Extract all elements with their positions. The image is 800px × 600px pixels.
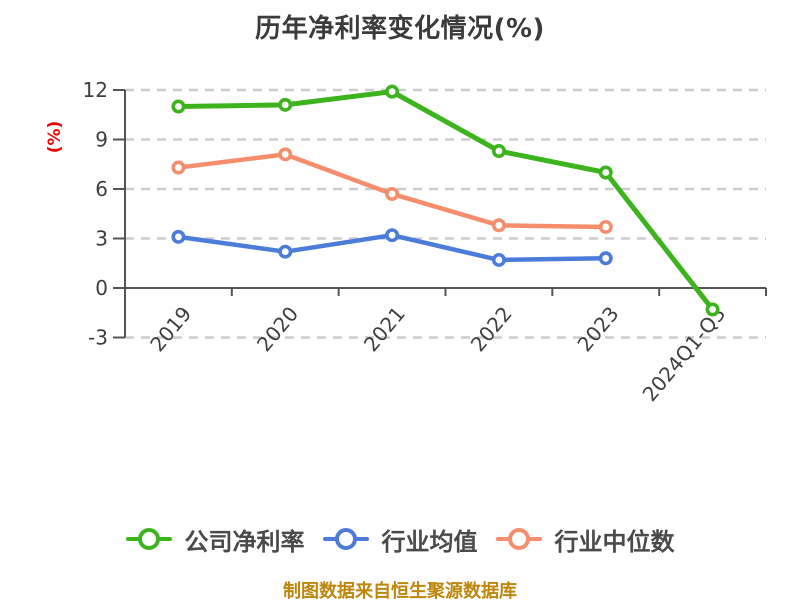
series-line-company-net-margin <box>175 89 716 312</box>
y-tick-label: 0 <box>95 276 108 300</box>
circle-marker-icon <box>334 528 357 550</box>
data-point-marker-industry-median <box>171 160 186 175</box>
data-point-marker-company-net-margin <box>385 84 400 99</box>
data-point-marker-industry-average <box>171 229 186 244</box>
y-axis-unit-label: (%) <box>45 121 65 154</box>
data-point-marker-company-net-margin <box>491 144 506 159</box>
legend-label-industry-average: 行业均值 <box>381 527 478 556</box>
data-point-marker-industry-average <box>598 251 613 266</box>
legend: 公司净利率 行业均值 行业中位数 <box>0 521 800 557</box>
circle-marker-icon <box>507 528 530 550</box>
x-tick-label: 2023 <box>572 302 623 356</box>
data-point-marker-industry-median <box>385 186 400 201</box>
legend-marker-industry-median-icon <box>495 528 542 550</box>
legend-item-industry-median: 行业中位数 <box>495 522 675 557</box>
data-point-marker-industry-median <box>491 218 506 233</box>
data-point-marker-company-net-margin <box>171 99 186 114</box>
x-tick-label: 2022 <box>466 302 517 356</box>
legend-marker-company-icon <box>125 528 172 550</box>
circle-marker-icon <box>137 528 160 550</box>
x-tick-label: 2021 <box>359 302 410 356</box>
y-tick-label: 6 <box>95 177 108 201</box>
legend-item-company-net-margin: 公司净利率 <box>125 522 305 557</box>
y-tick-label: -3 <box>88 326 108 350</box>
x-tick-label: 2019 <box>145 302 196 356</box>
x-tick-label: 2020 <box>252 302 303 356</box>
data-source-note: 制图数据来自恒生聚源数据库 <box>283 581 517 600</box>
legend-label-company: 公司净利率 <box>184 527 305 556</box>
data-point-marker-industry-average <box>491 252 506 267</box>
data-point-marker-industry-average <box>278 244 293 259</box>
chart-title: 历年净利率变化情况(%) <box>255 14 545 44</box>
data-point-marker-industry-median <box>598 219 613 234</box>
y-tick-label: 9 <box>95 128 108 152</box>
data-point-marker-company-net-margin <box>278 97 293 112</box>
legend-label-industry-median: 行业中位数 <box>554 527 675 556</box>
data-point-marker-industry-median <box>278 147 293 162</box>
x-tick-label: 2024Q1-Q3 <box>638 302 731 406</box>
legend-marker-industry-average-icon <box>322 528 369 550</box>
data-point-marker-industry-average <box>385 228 400 243</box>
y-tick-label: 3 <box>95 227 108 251</box>
data-point-marker-company-net-margin <box>598 165 613 180</box>
data-point-marker-company-net-margin <box>705 302 720 317</box>
y-tick-label: 12 <box>83 78 108 102</box>
plot-area: -3 0 3 6 9 12 2019 2020 2021 2022 2023 2024Q1-Q3 (%) <box>45 78 767 406</box>
legend-item-industry-average: 行业均值 <box>322 522 478 557</box>
